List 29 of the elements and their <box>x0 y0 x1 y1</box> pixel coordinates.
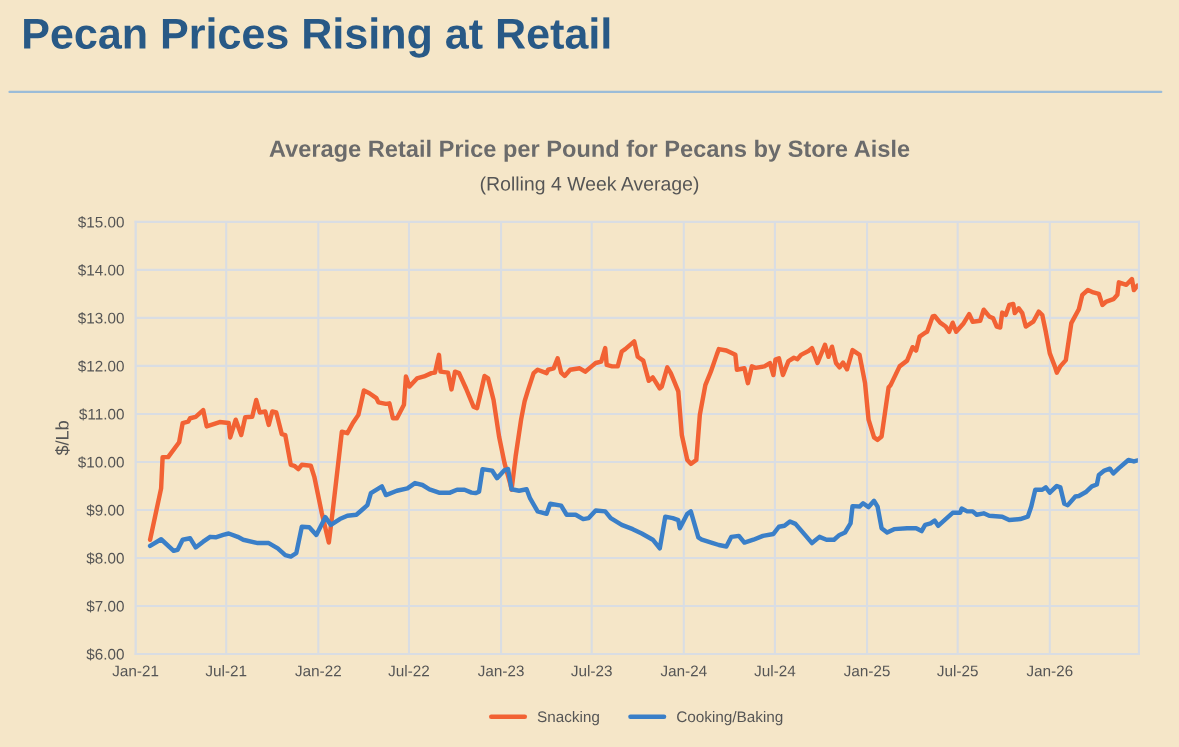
chart-title: Average Retail Price per Pound for Pecans by Store Aisle <box>269 139 910 162</box>
x-tick-label: Jul-23 <box>571 665 612 677</box>
legend-label: Cooking/Baking <box>677 710 783 726</box>
x-tick-label: Jan-26 <box>1026 665 1073 677</box>
x-tick-label: Jan-21 <box>112 665 159 677</box>
legend-label: Snacking <box>537 710 599 726</box>
y-tick-label: $7.00 <box>86 600 124 613</box>
x-tick-label: Jan-25 <box>843 665 890 677</box>
y-tick-label: $11.00 <box>79 408 124 421</box>
line-series <box>147 457 1139 559</box>
y-tick-label: $14.00 <box>77 264 124 277</box>
chart-subtitle: (Rolling 4 Week Average) <box>480 176 699 195</box>
text: Pecan Prices Rising at Retail <box>24 17 610 58</box>
y-tick-label: $13.00 <box>77 312 124 325</box>
x-tick-label: Jul-24 <box>754 665 796 677</box>
x-tick-label: Jan-23 <box>477 665 524 677</box>
y-tick-label: $9.00 <box>86 504 124 517</box>
y-tick-label: $15.00 <box>77 216 124 229</box>
y-tick-label: $10.00 <box>77 456 124 469</box>
y-axis-title: $/Lb <box>55 421 70 456</box>
line-series <box>147 276 1139 545</box>
y-tick-label: $8.00 <box>86 552 124 565</box>
y-tick-label: $6.00 <box>86 648 124 661</box>
x-tick-label: Jul-22 <box>388 665 429 677</box>
y-tick-label: $12.00 <box>77 360 124 373</box>
x-tick-label: Jul-25 <box>937 665 978 677</box>
x-tick-label: Jan-24 <box>660 665 707 677</box>
x-tick-label: Jan-22 <box>295 665 341 677</box>
x-tick-label: Jul-21 <box>205 665 247 677</box>
